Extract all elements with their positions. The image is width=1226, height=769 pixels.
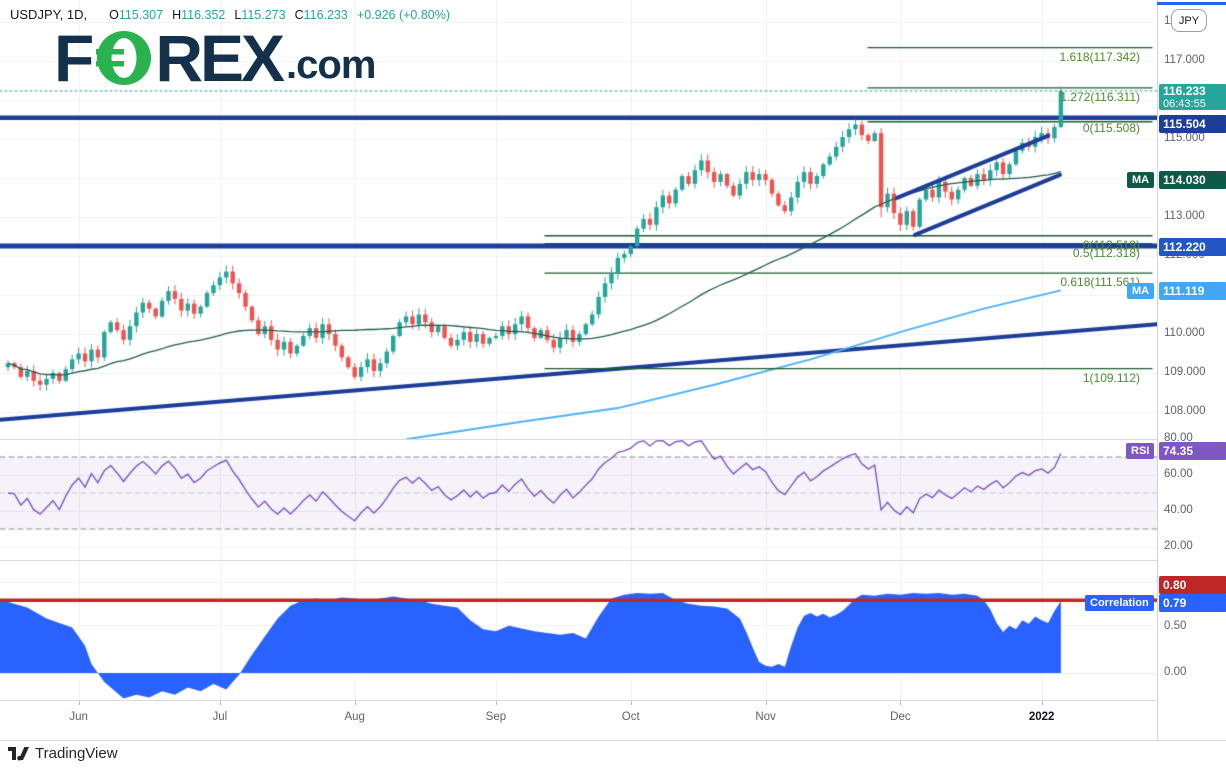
time-axis-tick	[1042, 700, 1043, 705]
time-axis-label-aug: Aug	[344, 711, 365, 723]
price-axis-tick: 40.00	[1164, 504, 1193, 516]
watermark-letters-rex: REX	[155, 21, 285, 95]
pane-divider[interactable]	[0, 439, 1226, 440]
currency-unit-button[interactable]: JPY	[1171, 9, 1207, 32]
indicator-chip-rsi[interactable]: RSI	[1126, 443, 1155, 459]
time-axis-label-dec: Dec	[890, 711, 911, 723]
forex-com-watermark: F REX .com	[54, 21, 376, 95]
tradingview-brand-text: TradingView	[35, 745, 118, 762]
tradingview-logo-icon	[8, 747, 29, 761]
current-price-box: 116.233 06:43:55	[1159, 84, 1226, 110]
price-axis-tick: 109.000	[1164, 366, 1206, 378]
time-axis[interactable]: Jun Jul Aug Sep Oct Nov Dec 2022	[0, 700, 1157, 740]
tradingview-attribution[interactable]: TradingView	[8, 745, 118, 762]
time-axis-bottom-border	[0, 740, 1226, 741]
time-axis-tick	[900, 700, 901, 705]
watermark-letter-f: F	[54, 21, 94, 95]
fib-level-label: 1.618(117.342)	[1059, 49, 1140, 64]
indicator-chip-ma[interactable]: MA	[1127, 172, 1155, 188]
forex-logo-o-icon	[94, 30, 152, 86]
change-readout: +0.926 (+0.80%)	[356, 8, 451, 22]
symbol-name[interactable]: USDJPY, 1D,	[10, 7, 88, 22]
time-axis-tick	[355, 700, 356, 705]
price-axis-value-box: 0.79	[1159, 594, 1226, 612]
price-axis-accent-line	[1157, 2, 1226, 5]
pane-divider[interactable]	[0, 560, 1226, 561]
time-axis-tick	[220, 700, 221, 705]
price-axis-value-box: 74.35	[1159, 442, 1226, 460]
price-axis-value-box: 114.030	[1159, 171, 1226, 189]
price-axis-tick: 115.000	[1164, 132, 1205, 144]
time-axis-label-nov: Nov	[755, 711, 776, 723]
time-axis-tick	[631, 700, 632, 705]
time-axis-label-sep: Sep	[485, 711, 507, 723]
price-axis-tick: 108.000	[1164, 405, 1206, 417]
price-axis-tick: 0.50	[1164, 620, 1187, 632]
time-axis-label-2022: 2022	[1028, 711, 1055, 723]
price-axis-value-box: 0.80	[1159, 576, 1226, 594]
ohlc-item: H116.352	[172, 8, 226, 22]
price-axis-value-box: 115.504	[1159, 115, 1226, 133]
ohlc-item: O115.307	[109, 8, 164, 22]
fib-level-label: 0(112.519)	[1082, 237, 1140, 252]
time-axis-tick	[79, 700, 80, 705]
indicator-chip-ma[interactable]: MA	[1127, 283, 1155, 299]
indicator-chip-correlation[interactable]: Correlation	[1085, 595, 1154, 611]
price-axis-tick: 117.000	[1164, 54, 1205, 66]
price-axis-tick: 20.00	[1164, 540, 1193, 552]
ohlc-readout: O115.307 H116.352 L115.273 C116.233	[109, 7, 357, 22]
price-axis-tick: 0.00	[1164, 666, 1187, 678]
price-axis-value-box: 111.119	[1159, 282, 1226, 300]
time-axis-tick	[766, 700, 767, 705]
time-axis-label-oct: Oct	[621, 711, 640, 723]
price-axis-tick: 60.00	[1164, 468, 1193, 480]
ohlc-item: C116.233	[294, 8, 348, 22]
fib-level-label: 0(115.508)	[1082, 121, 1140, 136]
price-axis-tick: 110.000	[1164, 327, 1205, 339]
time-axis-label-jun: Jun	[69, 711, 88, 723]
fib-level-label: 0.618(111.561)	[1060, 275, 1140, 290]
ohlc-item: L115.273	[234, 8, 286, 22]
symbol-legend[interactable]: USDJPY, 1D, O115.307 H116.352 L115.273 C116…	[10, 7, 450, 22]
price-axis-value-box: 112.220	[1159, 238, 1226, 256]
fib-level-label: 0.5(112.318)	[1072, 245, 1140, 260]
time-axis-top-border	[0, 700, 1226, 701]
price-chart-canvas[interactable]	[0, 0, 1157, 740]
time-axis-tick	[496, 700, 497, 705]
price-axis-tick: 113.000	[1164, 210, 1205, 222]
watermark-dotcom: .com	[286, 43, 376, 87]
fib-level-label: 1.272(116.311)	[1060, 89, 1140, 104]
time-axis-label-jul: Jul	[212, 711, 228, 723]
fib-level-label: 1(109.112)	[1082, 370, 1140, 385]
price-axis-tick: 80.00	[1164, 432, 1193, 444]
price-axis[interactable]: 118.000117.000115.000113.000112.000110.0…	[1157, 0, 1226, 740]
